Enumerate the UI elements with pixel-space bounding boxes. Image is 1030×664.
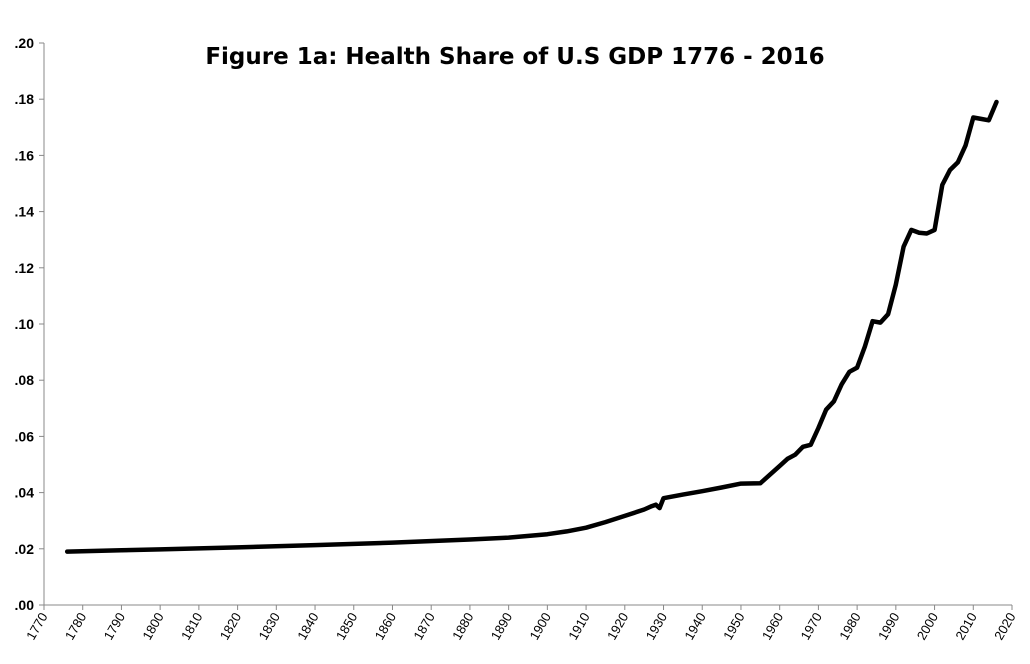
- x-tick-label: 1980: [836, 610, 863, 643]
- y-tick-label: .00: [15, 597, 35, 613]
- x-tick-label: 1940: [681, 610, 708, 643]
- x-tick-label: 1890: [488, 610, 515, 643]
- x-tick-label: 1810: [178, 610, 205, 643]
- x-axis-ticks: 1770 1780 1790 1800 1810 1820 1830 1840 1850 1860…: [23, 605, 1019, 643]
- x-tick-label: 2010: [952, 610, 979, 643]
- y-tick-label: .02: [15, 541, 35, 557]
- x-tick-label: 2000: [914, 610, 941, 643]
- y-tick-label: .18: [15, 91, 35, 107]
- axes: [43, 43, 1012, 606]
- series-group: [64, 99, 999, 554]
- x-tick-label: 1800: [139, 610, 166, 643]
- x-tick-label: 1820: [217, 610, 244, 643]
- x-tick-label: 1910: [565, 610, 592, 643]
- y-tick-label: .16: [15, 147, 35, 163]
- x-tick-label: 1770: [23, 610, 50, 643]
- y-tick-label: .20: [15, 35, 35, 51]
- y-tick-label: .04: [15, 485, 35, 501]
- x-tick-label: 1970: [798, 610, 825, 643]
- y-tick-label: .10: [15, 316, 35, 332]
- x-tick-label: 1880: [449, 610, 476, 643]
- x-tick-label: 1860: [372, 610, 399, 643]
- x-tick-label: 1790: [101, 610, 128, 643]
- x-tick-label: 1930: [643, 610, 670, 643]
- y-tick-label: .14: [15, 204, 35, 220]
- x-tick-label: 1900: [527, 610, 554, 643]
- x-tick-label: 1850: [333, 610, 360, 643]
- x-tick-label: 1950: [720, 610, 747, 643]
- x-tick-label: 1920: [604, 610, 631, 643]
- x-tick-label: 1990: [875, 610, 902, 643]
- y-tick-label: .12: [15, 260, 35, 276]
- y-axis-ticks: .00 .02 .04 .06 .08 .10 .12 .14 .16 .18 .20: [15, 35, 44, 613]
- y-tick-label: .06: [15, 428, 35, 444]
- x-tick-label: 1840: [294, 610, 321, 643]
- x-tick-label: 2020: [991, 610, 1018, 643]
- x-tick-label: 1960: [759, 610, 786, 643]
- x-tick-label: 1830: [255, 610, 282, 643]
- series-line: [64, 99, 999, 554]
- x-tick-label: 1780: [62, 610, 89, 643]
- chart-title: Figure 1a: Health Share of U.S GDP 1776 …: [205, 44, 825, 70]
- y-tick-label: .08: [15, 372, 35, 388]
- x-tick-label: 1870: [410, 610, 437, 643]
